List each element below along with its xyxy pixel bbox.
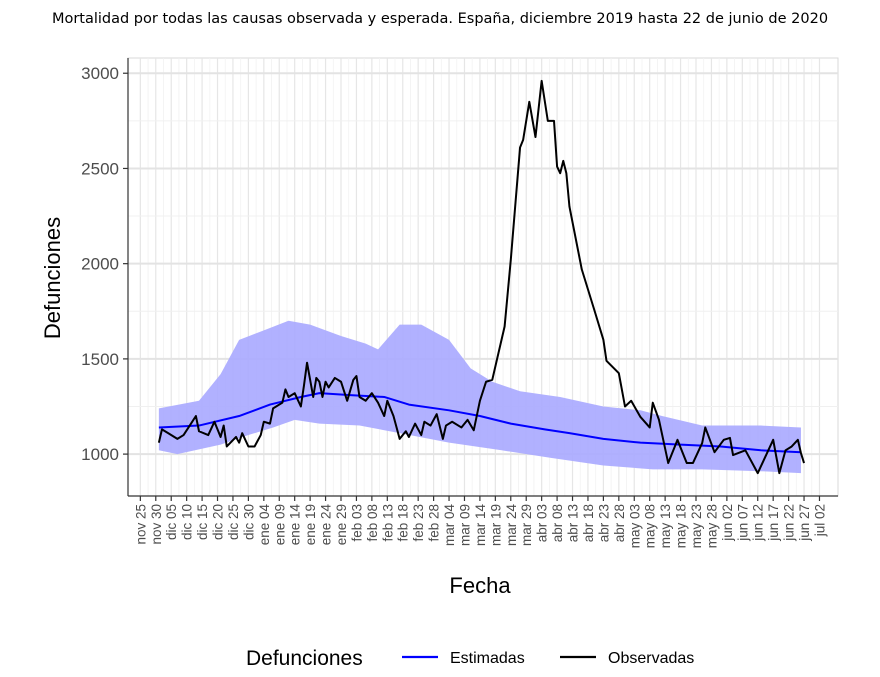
confidence-band — [158, 320, 801, 474]
x-tick-label: ene 29 — [334, 504, 349, 545]
x-tick-label: ene 04 — [257, 504, 272, 546]
x-tick-label: ene 19 — [303, 504, 318, 545]
x-tick-label: jun 07 — [735, 504, 750, 542]
x-tick-label: feb 13 — [380, 504, 395, 542]
x-tick-label: nov 25 — [133, 504, 148, 545]
prediction-interval-band — [158, 320, 801, 474]
x-tick-label: abr 18 — [581, 504, 596, 542]
x-tick-label: abr 03 — [535, 504, 550, 542]
x-tick-label: may 08 — [643, 504, 658, 548]
series-line-observadas — [157, 79, 805, 475]
x-tick-label: ene 14 — [288, 504, 303, 546]
y-tick-label: 2500 — [81, 159, 119, 178]
x-tick-label: mar 24 — [504, 504, 519, 547]
legend: Defunciones Estimadas Observadas — [246, 647, 694, 670]
x-tick-label: abr 08 — [550, 504, 565, 542]
x-tick-label: dic 10 — [180, 504, 195, 540]
x-tick-label: feb 03 — [349, 504, 364, 542]
legend-label-estimadas: Estimadas — [450, 650, 525, 667]
legend-label-observadas: Observadas — [608, 650, 694, 667]
x-tick-label: jun 22 — [782, 504, 797, 542]
x-tick-label: ene 09 — [272, 504, 287, 545]
x-tick-label: dic 05 — [164, 504, 179, 540]
y-tick-label: 3000 — [81, 64, 119, 83]
chart-title: Mortalidad por todas las causas observad… — [52, 11, 828, 27]
x-tick-label: may 03 — [627, 504, 642, 548]
x-tick-label: abr 23 — [596, 504, 611, 542]
x-tick-label: jun 12 — [751, 504, 766, 542]
y-tick-label: 2000 — [81, 255, 119, 274]
x-tick-label: dic 20 — [211, 504, 226, 540]
x-tick-label: feb 08 — [365, 504, 380, 542]
x-tick-label: mar 14 — [473, 504, 488, 547]
x-tick-label: abr 13 — [566, 504, 581, 542]
x-tick-label: mar 09 — [457, 504, 472, 546]
x-tick-label: jun 27 — [797, 504, 812, 542]
x-tick-label: may 28 — [704, 504, 719, 548]
x-tick-label: jun 02 — [720, 504, 735, 542]
series-lines — [157, 79, 805, 475]
x-tick-label: jun 17 — [766, 504, 781, 542]
x-tick-label: mar 19 — [488, 504, 503, 546]
x-tick-label: mar 04 — [442, 504, 457, 547]
series-line-estimadas — [158, 392, 802, 454]
x-tick-label: feb 28 — [427, 504, 442, 542]
x-tick-label: dic 15 — [195, 504, 210, 540]
legend-title: Defunciones — [246, 647, 363, 670]
x-tick-label: abr 28 — [612, 504, 627, 542]
x-tick-label: mar 29 — [519, 504, 534, 546]
x-tick-label: feb 18 — [396, 504, 411, 542]
x-tick-label: dic 25 — [226, 504, 241, 540]
x-tick-label: ene 24 — [319, 504, 334, 546]
x-tick-label: jul 02 — [812, 504, 827, 537]
x-tick-label: dic 30 — [241, 504, 256, 540]
x-tick-label: feb 23 — [411, 504, 426, 542]
x-tick-label: may 18 — [674, 504, 689, 548]
y-tick-label: 1000 — [81, 445, 119, 464]
x-tick-label: nov 30 — [149, 504, 164, 545]
x-tick-label: may 13 — [658, 504, 673, 548]
x-tick-label: may 23 — [689, 504, 704, 548]
y-axis-label: Defunciones — [40, 217, 65, 339]
y-tick-label: 1500 — [81, 350, 119, 369]
x-axis-label: Fecha — [449, 573, 511, 598]
